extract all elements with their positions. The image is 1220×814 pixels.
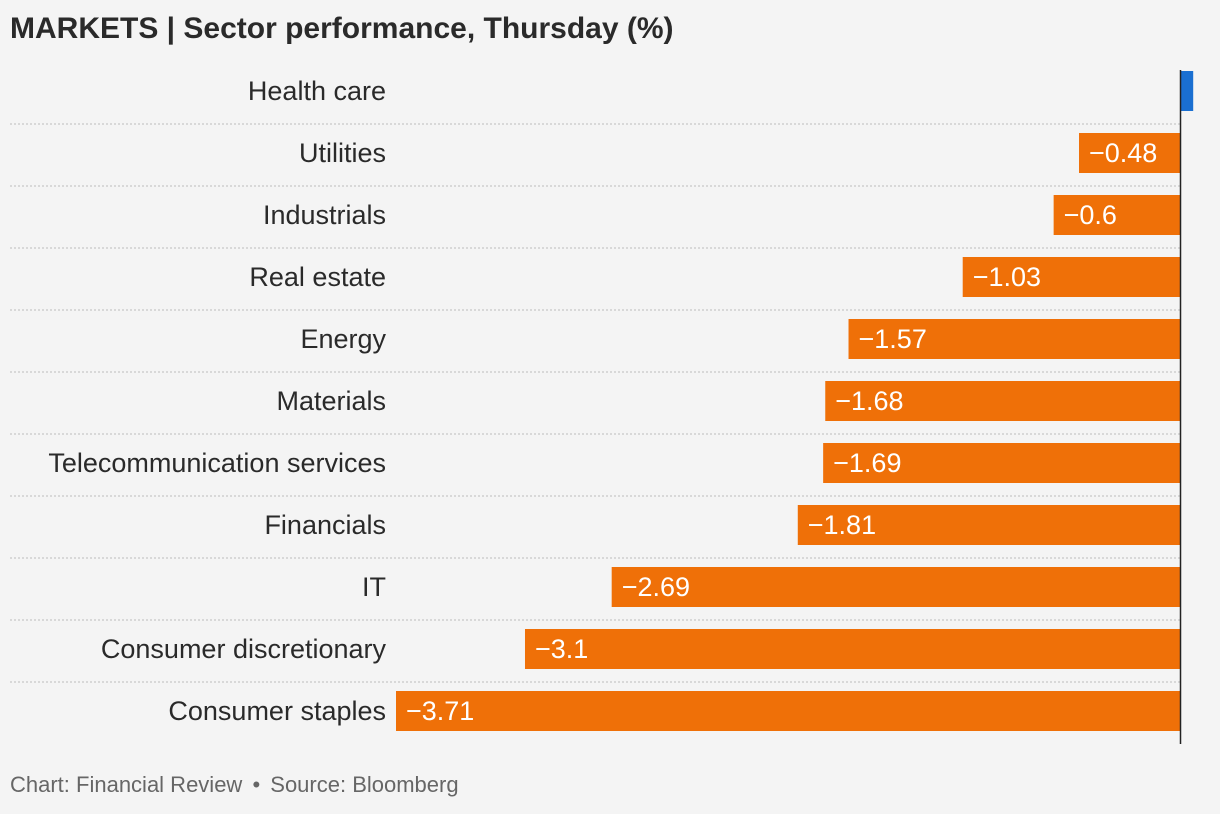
chart-footer: Chart: Financial Review • Source: Bloomb… (10, 772, 459, 798)
bar-negative (825, 381, 1181, 421)
value-label: −1.68 (835, 386, 903, 416)
category-label: Energy (300, 324, 386, 354)
value-label: −0.6 (1064, 200, 1117, 230)
value-label: −3.1 (535, 634, 588, 664)
bars (396, 71, 1194, 731)
bar-negative (823, 443, 1181, 483)
chart-source: Source: Bloomberg (270, 772, 459, 797)
category-label: Consumer staples (168, 696, 386, 726)
value-label: −1.69 (833, 448, 901, 478)
footer-separator: • (252, 772, 261, 797)
bar-negative (524, 629, 1181, 669)
category-label: Telecommunication services (48, 448, 386, 478)
value-labels: −0.48 −0.6 −1.03 −1.57 −1.68 −1.69 −1.81 −2.69 −… (406, 138, 1157, 726)
chart-title: MARKETS | Sector performance, Thursday (… (10, 12, 674, 45)
value-label: −1.57 (859, 324, 927, 354)
category-labels: Health care Utilities Industrials Real esta… (48, 76, 386, 726)
category-label: Health care (248, 76, 386, 106)
value-label: −1.03 (973, 262, 1041, 292)
category-label: Real estate (249, 262, 386, 292)
value-label: −1.81 (808, 510, 876, 540)
value-label: −3.71 (406, 696, 474, 726)
category-label: Utilities (299, 138, 386, 168)
bar-negative (611, 567, 1181, 607)
value-label: −2.69 (622, 572, 690, 602)
bar-negative (1053, 195, 1181, 235)
bar-negative (848, 319, 1181, 359)
gridlines (10, 123, 1181, 683)
bar-positive (1180, 71, 1194, 111)
category-label: Consumer discretionary (101, 634, 387, 664)
category-label: IT (362, 572, 386, 602)
value-label: −0.48 (1089, 138, 1157, 168)
chart-credit: Chart: Financial Review (10, 772, 243, 797)
category-label: Financials (264, 510, 386, 540)
bar-negative (962, 257, 1181, 297)
category-label: Materials (276, 386, 386, 416)
bar-negative (1079, 133, 1181, 173)
category-label: Industrials (263, 200, 386, 230)
bar-negative (797, 505, 1181, 545)
bar-negative (396, 691, 1181, 731)
